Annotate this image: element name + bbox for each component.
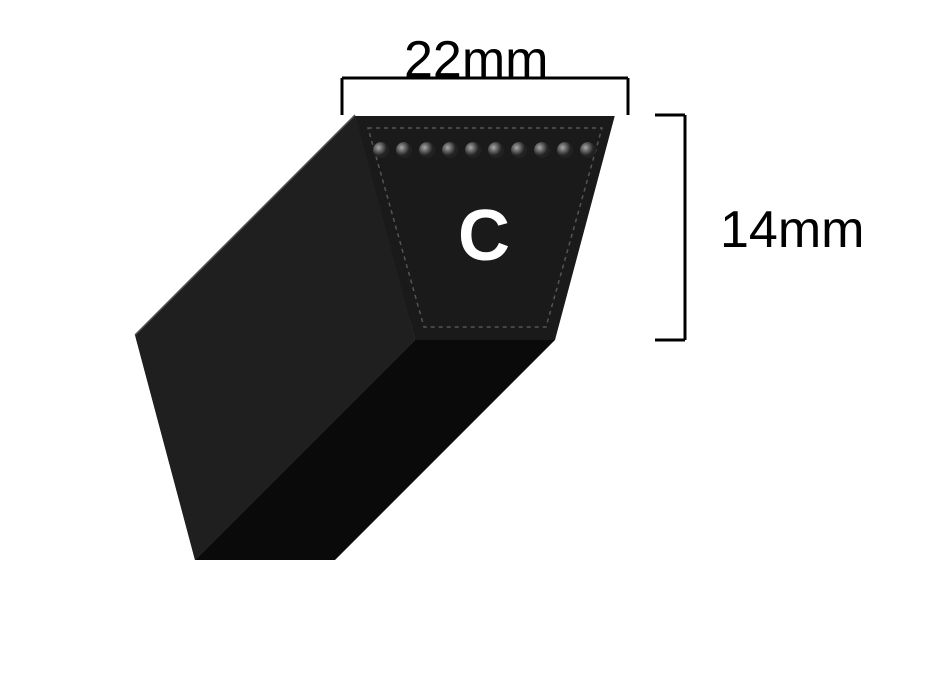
belt-diagram-svg bbox=[0, 0, 933, 700]
width-dimension-label: 22mm bbox=[404, 30, 548, 90]
height-dimension-label: 14mm bbox=[720, 200, 864, 260]
belt-type-letter: C bbox=[458, 195, 510, 277]
diagram-container: 22mm 14mm C bbox=[0, 0, 933, 700]
height-dimension-bracket bbox=[655, 115, 685, 340]
